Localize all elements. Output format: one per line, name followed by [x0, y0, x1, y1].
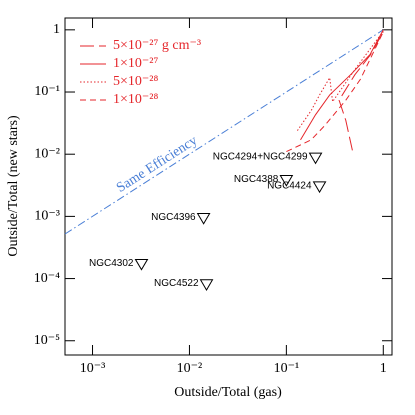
upper-limit	[199, 279, 214, 291]
upper-limit	[134, 258, 149, 271]
reference-label: Same Efficiency	[114, 133, 200, 196]
point-label: NGC4388	[234, 174, 279, 185]
x-tick-label: 10⁻²	[177, 361, 203, 376]
plot-frame	[64, 17, 393, 356]
reference-line	[64, 29, 384, 235]
legend-label: 1×10⁻²⁷	[113, 56, 158, 71]
legend-label: 5×10⁻²⁸	[113, 74, 158, 89]
y-tick-label: 10⁻¹	[34, 84, 60, 99]
x-axis-label: Outside/Total (gas)	[174, 385, 282, 400]
upper-limit	[279, 175, 294, 187]
y-tick-label: 10⁻⁵	[34, 333, 60, 348]
point-label: NGC4424	[267, 180, 312, 191]
y-tick-label: 1	[53, 22, 60, 37]
model-line	[286, 31, 384, 153]
point-label: NGC4522	[154, 278, 199, 289]
point-label: NGC4294+NGC4299	[213, 152, 308, 163]
model-line	[296, 30, 384, 131]
y-tick-label: 10⁻²	[34, 146, 60, 161]
legend-label: 1×10⁻²⁸	[113, 92, 158, 107]
model-line	[300, 29, 384, 141]
upper-limit	[196, 213, 211, 225]
point-label: NGC4396	[151, 212, 196, 223]
upper-limit	[312, 181, 327, 194]
upper-limit	[308, 152, 323, 165]
legend-label: 5×10⁻²⁷ g cm⁻³	[113, 38, 201, 53]
x-tick-label: 1	[380, 361, 387, 376]
model-line	[338, 31, 384, 151]
x-tick-label: 10⁻³	[80, 361, 106, 376]
y-tick-label: 10⁻³	[34, 209, 60, 224]
point-label: NGC4302	[89, 258, 134, 269]
y-tick-label: 10⁻⁴	[34, 271, 60, 286]
x-tick-label: 10⁻¹	[274, 361, 300, 376]
y-axis-label: Outside/Total (new stars)	[6, 115, 21, 257]
